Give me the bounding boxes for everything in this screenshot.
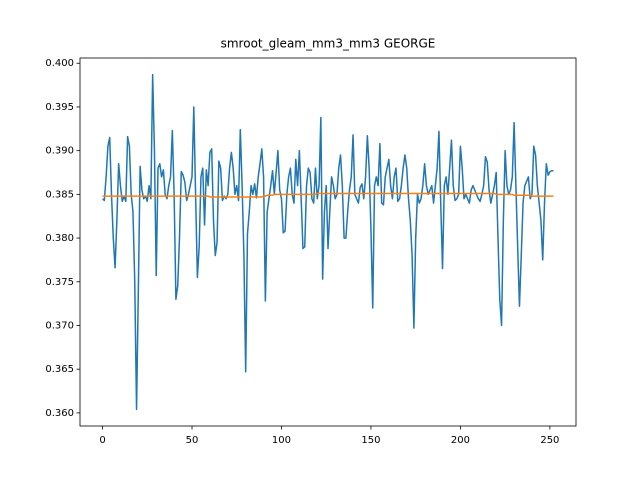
line-series: [102, 192, 554, 198]
y-tick-label: 0.395: [45, 102, 74, 113]
y-tick-label: 0.370: [45, 320, 74, 331]
y-tick-label: 0.390: [45, 146, 74, 157]
x-tick-label: 150: [361, 435, 380, 446]
chart-title: smroot_gleam_mm3_mm3 GEORGE: [221, 37, 436, 51]
x-tick-label: 200: [451, 435, 470, 446]
x-tick-label: 0: [99, 435, 105, 446]
y-tick-label: 0.365: [45, 364, 74, 375]
y-tick-label: 0.375: [45, 277, 74, 288]
y-tick-label: 0.400: [45, 58, 74, 69]
y-tick-label: 0.385: [45, 189, 74, 200]
x-tick-label: 100: [272, 435, 291, 446]
y-tick-label: 0.360: [45, 408, 74, 419]
x-tick-label: 50: [186, 435, 199, 446]
line-series: [102, 73, 554, 411]
y-tick-label: 0.380: [45, 233, 74, 244]
plot-frame: [79, 57, 577, 427]
x-tick-label: 250: [540, 435, 559, 446]
